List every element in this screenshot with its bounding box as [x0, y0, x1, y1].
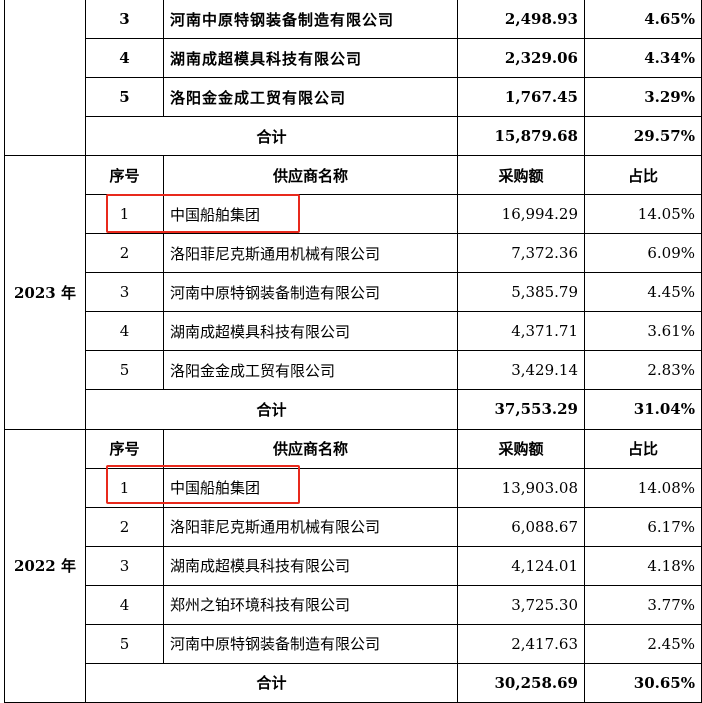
table-row: 3 河南中原特钢装备制造有限公司 5,385.79 4.45%: [5, 272, 702, 313]
total-row: 合计 37,553.29 31.04%: [5, 389, 702, 430]
percent-cell: 3.29%: [584, 77, 702, 118]
total-amount: 15,879.68: [457, 116, 585, 157]
supplier-name-cell: 湖南成超模具科技有限公司: [163, 311, 458, 352]
total-percent: 30.65%: [584, 662, 702, 703]
seq-cell: 5: [85, 77, 164, 118]
table-row: 5 洛阳金金成工贸有限公司 1,767.45 3.29%: [5, 77, 702, 118]
column-header-name: 供应商名称: [163, 428, 458, 469]
seq-cell: 3: [85, 272, 164, 313]
supplier-name-cell: 郑州之铂环境科技有限公司: [163, 584, 458, 625]
percent-cell: 14.05%: [584, 194, 702, 235]
amount-cell: 6,088.67: [457, 506, 585, 547]
total-label: 合计: [85, 389, 458, 430]
seq-cell: 4: [85, 38, 164, 79]
supplier-name-cell: 中国船舶集团: [163, 467, 458, 508]
total-label: 合计: [85, 662, 458, 703]
amount-cell: 1,767.45: [457, 77, 585, 118]
amount-cell: 4,371.71: [457, 311, 585, 352]
percent-cell: 4.18%: [584, 545, 702, 586]
column-header-amount: 采购额: [457, 155, 585, 196]
amount-cell: 2,417.63: [457, 623, 585, 664]
header-row: 2022 年 序号 供应商名称 采购额 占比: [4, 428, 702, 703]
total-label: 合计: [85, 116, 458, 157]
amount-cell: 2,498.93: [457, 0, 585, 40]
supplier-table: 3 河南中原特钢装备制造有限公司 2,498.93 4.65% 4 湖南成超模具…: [4, 0, 702, 703]
seq-cell: 2: [85, 506, 164, 547]
table-row: 5 洛阳金金成工贸有限公司 3,429.14 2.83%: [5, 350, 702, 391]
total-row: 合计 30,258.69 30.65%: [5, 662, 702, 703]
table-row: 2 洛阳菲尼克斯通用机械有限公司 6,088.67 6.17%: [5, 506, 702, 547]
column-header-amount: 采购额: [457, 428, 585, 469]
seq-cell: 2: [85, 233, 164, 274]
amount-cell: 16,994.29: [457, 194, 585, 235]
supplier-name-cell: 洛阳菲尼克斯通用机械有限公司: [163, 233, 458, 274]
percent-cell: 4.34%: [584, 38, 702, 79]
column-header-percent: 占比: [584, 155, 702, 196]
supplier-name-cell: 湖南成超模具科技有限公司: [163, 38, 458, 79]
percent-cell: 2.83%: [584, 350, 702, 391]
header-row: 2023 年 序号 供应商名称 采购额 占比: [4, 155, 702, 430]
table-row: 1 中国船舶集团 13,903.08 14.08%: [5, 467, 702, 508]
percent-cell: 4.65%: [584, 0, 702, 40]
supplier-name-cell: 洛阳金金成工贸有限公司: [163, 77, 458, 118]
percent-cell: 14.08%: [584, 467, 702, 508]
percent-cell: 6.17%: [584, 506, 702, 547]
total-percent: 31.04%: [584, 389, 702, 430]
table-row: 2 洛阳菲尼克斯通用机械有限公司 7,372.36 6.09%: [5, 233, 702, 274]
supplier-name-cell: 河南中原特钢装备制造有限公司: [163, 623, 458, 664]
supplier-name-cell: 河南中原特钢装备制造有限公司: [163, 272, 458, 313]
seq-cell: 3: [85, 545, 164, 586]
total-amount: 30,258.69: [457, 662, 585, 703]
seq-cell: 1: [85, 467, 164, 508]
year-label: 2022 年: [4, 428, 86, 703]
amount-cell: 13,903.08: [457, 467, 585, 508]
amount-cell: 3,725.30: [457, 584, 585, 625]
amount-cell: 7,372.36: [457, 233, 585, 274]
percent-cell: 3.77%: [584, 584, 702, 625]
table-row: 4 湖南成超模具科技有限公司 4,371.71 3.61%: [5, 311, 702, 352]
total-amount: 37,553.29: [457, 389, 585, 430]
column-header-seq: 序号: [85, 428, 164, 469]
year-cell: [4, 0, 86, 157]
table-row: 4 郑州之铂环境科技有限公司 3,725.30 3.77%: [5, 584, 702, 625]
seq-cell: 5: [85, 623, 164, 664]
amount-cell: 3,429.14: [457, 350, 585, 391]
table-row: 3 湖南成超模具科技有限公司 4,124.01 4.18%: [5, 545, 702, 586]
seq-cell: 1: [85, 194, 164, 235]
total-row: 合计 15,879.68 29.57%: [5, 116, 702, 157]
table-row: 3 河南中原特钢装备制造有限公司 2,498.93 4.65%: [4, 0, 702, 157]
supplier-name-cell: 洛阳金金成工贸有限公司: [163, 350, 458, 391]
amount-cell: 2,329.06: [457, 38, 585, 79]
percent-cell: 6.09%: [584, 233, 702, 274]
amount-cell: 5,385.79: [457, 272, 585, 313]
percent-cell: 3.61%: [584, 311, 702, 352]
supplier-name-cell: 湖南成超模具科技有限公司: [163, 545, 458, 586]
percent-cell: 2.45%: [584, 623, 702, 664]
total-percent: 29.57%: [584, 116, 702, 157]
supplier-name-cell: 河南中原特钢装备制造有限公司: [163, 0, 458, 40]
year-label: 2023 年: [4, 155, 86, 430]
supplier-name-cell: 洛阳菲尼克斯通用机械有限公司: [163, 506, 458, 547]
table-row: 1 中国船舶集团 16,994.29 14.05%: [5, 194, 702, 235]
seq-cell: 3: [85, 0, 164, 40]
table-row: 5 河南中原特钢装备制造有限公司 2,417.63 2.45%: [5, 623, 702, 664]
seq-cell: 4: [85, 311, 164, 352]
seq-cell: 5: [85, 350, 164, 391]
table-row: 4 湖南成超模具科技有限公司 2,329.06 4.34%: [5, 38, 702, 79]
supplier-name-cell: 中国船舶集团: [163, 194, 458, 235]
amount-cell: 4,124.01: [457, 545, 585, 586]
column-header-name: 供应商名称: [163, 155, 458, 196]
percent-cell: 4.45%: [584, 272, 702, 313]
seq-cell: 4: [85, 584, 164, 625]
column-header-seq: 序号: [85, 155, 164, 196]
column-header-percent: 占比: [584, 428, 702, 469]
